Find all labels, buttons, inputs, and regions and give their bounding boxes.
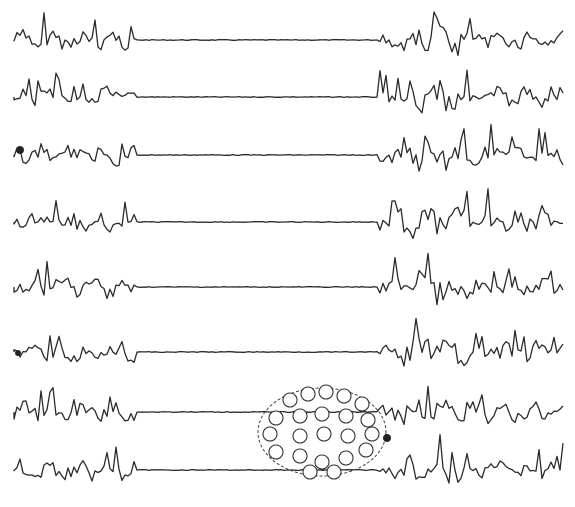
electrode xyxy=(327,465,341,479)
electrode xyxy=(337,389,351,403)
electrode xyxy=(263,427,277,441)
electrode xyxy=(293,429,307,443)
marker-dot xyxy=(383,434,391,442)
page: (() => { const NS = 'http://www.w3.org/2… xyxy=(0,0,575,507)
electrode xyxy=(315,455,329,469)
electrode xyxy=(355,397,369,411)
electrode xyxy=(315,407,329,421)
electrode xyxy=(319,385,333,399)
electrode xyxy=(317,427,331,441)
marker-dot xyxy=(16,146,24,154)
electrode xyxy=(283,393,297,407)
electrode xyxy=(269,411,283,425)
electrode xyxy=(359,443,373,457)
electrode xyxy=(303,465,317,479)
electrode xyxy=(293,449,307,463)
electrode xyxy=(365,427,379,441)
background xyxy=(0,0,575,507)
electrode xyxy=(361,413,375,427)
electrode xyxy=(301,387,315,401)
marker-dot xyxy=(15,350,21,356)
eeg-figure xyxy=(0,0,575,507)
electrode xyxy=(341,429,355,443)
electrode xyxy=(293,409,307,423)
electrode xyxy=(339,451,353,465)
electrode xyxy=(339,409,353,423)
electrode xyxy=(269,445,283,459)
